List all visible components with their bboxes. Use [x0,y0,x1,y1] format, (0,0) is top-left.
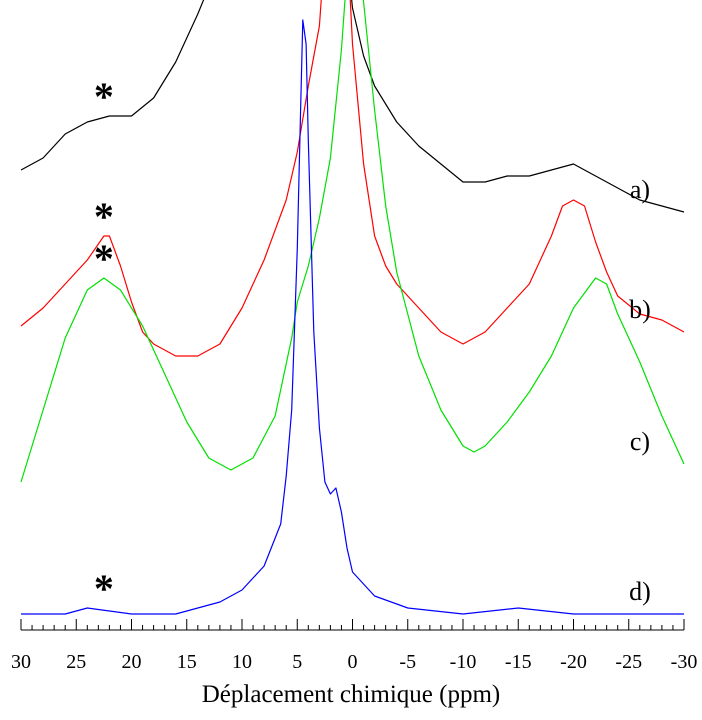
series-label-4: d) [629,577,651,606]
x-tick-label: -30 [671,651,698,673]
x-tick-label: 20 [122,651,142,673]
x-tick-label: -15 [505,651,532,673]
x-axis: 30 25 20 15 10 5 0 -5 -10 -15 -20 -25 -30 [11,619,697,673]
series-line-2 [20,0,685,357]
x-tick-label: -20 [560,651,587,673]
series-layer: a) * b) * c) * d) * [20,0,685,615]
series-group-4: d) * [21,19,684,615]
series-label-1: a) [630,175,650,204]
x-tick-label: 5 [292,651,302,673]
peak-marker-asterisk-4: * [94,566,114,611]
x-tick-label: 25 [66,651,86,673]
series-line-3 [20,0,685,483]
x-tick-label: 15 [177,651,197,673]
peak-marker-asterisk-1: * [94,74,114,119]
series-group-1: a) * [20,0,685,213]
peak-marker-asterisk-2: * [94,194,114,239]
x-tick-label: -25 [615,651,642,673]
series-group-3: c) * [20,0,685,483]
series-line-4 [21,19,684,615]
peak-marker-asterisk-3: * [94,236,114,281]
series-label-3: c) [630,427,650,456]
x-axis-label: Déplacement chimique (ppm) [202,681,501,708]
series-line-1 [20,0,685,213]
x-tick-label: 10 [232,651,252,673]
x-tick-label: -5 [399,651,416,673]
x-tick-label: 0 [348,651,358,673]
x-tick-label: 30 [11,651,31,673]
series-label-2: b) [629,295,651,324]
series-group-2: b) * [20,0,685,357]
x-tick-label: -10 [450,651,477,673]
